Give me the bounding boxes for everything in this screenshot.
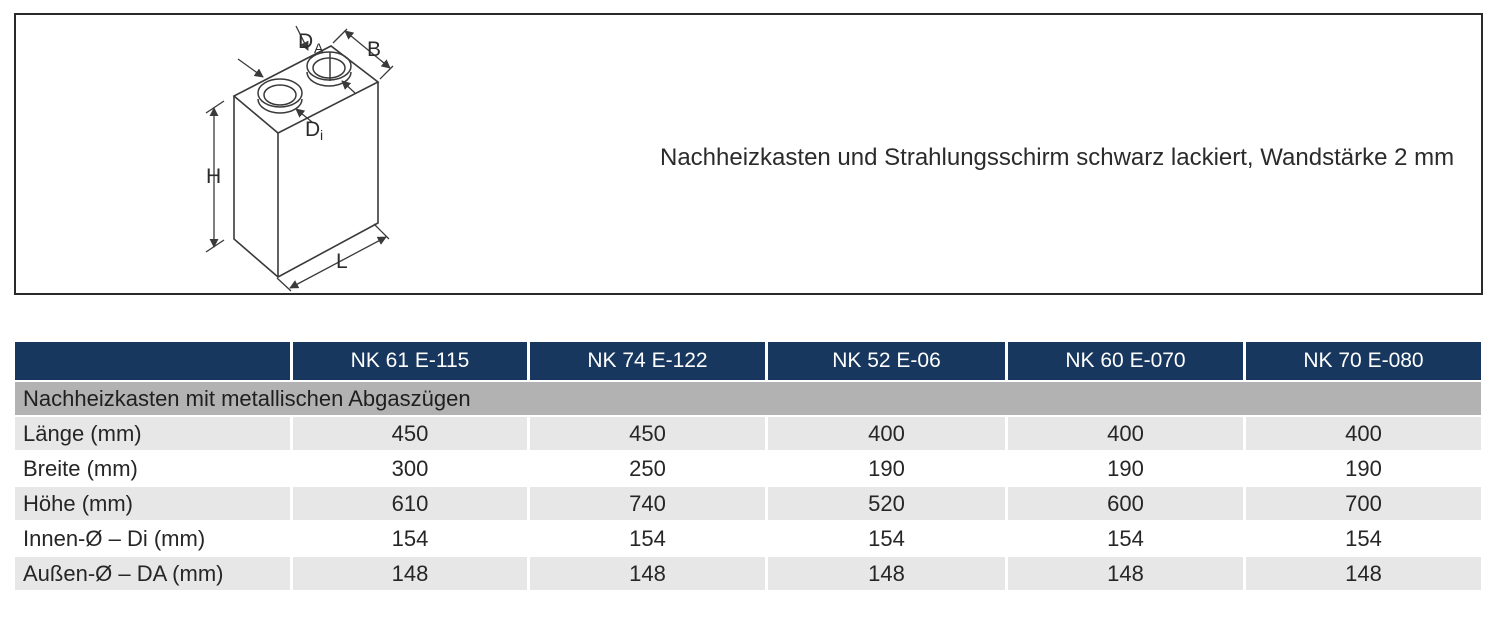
cell-value: 190 (765, 450, 1005, 485)
diameter-leader-arrows (237, 25, 356, 123)
table-section-row: Nachheizkasten mit metallischen Abgaszüg… (15, 380, 1481, 415)
cell-value: 740 (527, 485, 765, 520)
cell-value: 154 (1005, 520, 1243, 555)
cell-value: 250 (527, 450, 765, 485)
label-di-main: D (305, 118, 320, 141)
label-da-main: D (298, 30, 313, 53)
figure-caption: Nachheizkasten und Strahlungsschirm schw… (660, 144, 1455, 171)
column-header-nk70: NK 70 E-080 (1243, 342, 1481, 380)
row-label-aussen-durchmesser: Außen-Ø – DA (mm) (15, 555, 290, 590)
afterheat-box-diagram: D A B D i H L (205, 25, 394, 292)
row-label-laenge: Länge (mm) (15, 415, 290, 450)
cell-value: 148 (765, 555, 1005, 590)
label-da-sub: A (314, 40, 324, 56)
row-label-innen-durchmesser: Innen-Ø – Di (mm) (15, 520, 290, 555)
cell-value: 154 (765, 520, 1005, 555)
label-l: L (336, 250, 348, 273)
cell-value: 400 (1005, 415, 1243, 450)
dimension-l (276, 223, 390, 292)
spec-table: NK 61 E-115 NK 74 E-122 NK 52 E-06 NK 60… (15, 342, 1481, 590)
cell-value: 400 (765, 415, 1005, 450)
table-corner-cell (15, 342, 290, 380)
row-label-breite: Breite (mm) (15, 450, 290, 485)
column-header-nk60: NK 60 E-070 (1005, 342, 1243, 380)
cell-value: 700 (1243, 485, 1481, 520)
cell-value: 148 (527, 555, 765, 590)
cell-value: 190 (1005, 450, 1243, 485)
column-header-nk74: NK 74 E-122 (527, 342, 765, 380)
row-label-hoehe: Höhe (mm) (15, 485, 290, 520)
cell-value: 154 (290, 520, 527, 555)
dimension-h (205, 100, 225, 253)
cell-value: 148 (1243, 555, 1481, 590)
column-header-nk61: NK 61 E-115 (290, 342, 527, 380)
cell-value: 154 (527, 520, 765, 555)
label-b: B (367, 38, 381, 61)
cell-value: 190 (1243, 450, 1481, 485)
cell-value: 600 (1005, 485, 1243, 520)
cell-value: 154 (1243, 520, 1481, 555)
box-wireframe (232, 45, 380, 278)
label-di-sub: i (320, 127, 323, 143)
cell-value: 400 (1243, 415, 1481, 450)
cell-value: 148 (290, 555, 527, 590)
pipe-opening-front (257, 78, 303, 114)
figure-panel: D A B D i H L Nachheizkasten und Strahlu… (14, 13, 1483, 295)
cell-value: 450 (527, 415, 765, 450)
cell-value: 300 (290, 450, 527, 485)
cell-value: 520 (765, 485, 1005, 520)
dimension-b (332, 28, 394, 80)
cell-value: 148 (1005, 555, 1243, 590)
cell-value: 610 (290, 485, 527, 520)
label-h: H (206, 165, 221, 188)
cell-value: 450 (290, 415, 527, 450)
column-header-nk52: NK 52 E-06 (765, 342, 1005, 380)
